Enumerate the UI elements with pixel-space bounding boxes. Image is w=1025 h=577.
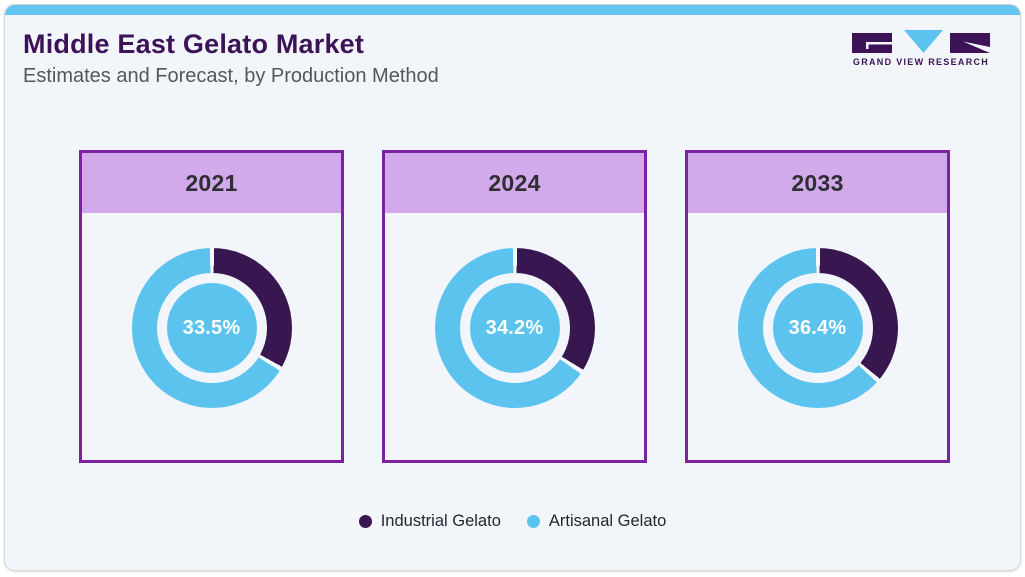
- brand-name: GRAND VIEW RESEARCH: [852, 57, 990, 67]
- gvr-logo-icon: [852, 30, 990, 53]
- chart-legend: Industrial Gelato Artisanal Gelato: [5, 508, 1020, 534]
- card-year-label: 2024: [385, 153, 644, 213]
- legend-label: Artisanal Gelato: [548, 511, 667, 530]
- industrial-dot-icon: [358, 514, 372, 528]
- brand-logo: GRAND VIEW RESEARCH: [852, 29, 990, 67]
- legend-item-artisanal: Artisanal Gelato: [526, 511, 667, 531]
- card-year-label: 2033: [688, 153, 947, 213]
- donut-percentage-label: 33.5%: [182, 316, 241, 339]
- donut-center-circle: 34.2%: [469, 283, 560, 373]
- infographic-card: Middle East Gelato Market Estimates and …: [4, 4, 1021, 571]
- artisanal-dot-icon: [526, 514, 540, 528]
- legend-item-industrial: Industrial Gelato: [358, 511, 501, 531]
- card-2033: 2033 36.4%: [685, 150, 950, 463]
- card-year-label: 2021: [82, 153, 341, 213]
- donut-percentage-label: 36.4%: [788, 316, 847, 339]
- donut-chart-2033: 36.4%: [737, 248, 898, 408]
- donut-center-circle: 36.4%: [772, 283, 863, 373]
- donut-center-circle: 33.5%: [166, 283, 257, 373]
- donut-percentage-label: 34.2%: [485, 316, 544, 339]
- header: Middle East Gelato Market Estimates and …: [23, 29, 439, 88]
- donut-chart-2021: 33.5%: [131, 248, 292, 408]
- year-cards-row: 2021 33.5% 2024 34.2% 2033 36: [79, 150, 950, 463]
- card-2024: 2024 34.2%: [382, 150, 647, 463]
- card-2021: 2021 33.5%: [79, 150, 344, 463]
- page-subtitle: Estimates and Forecast, by Production Me…: [23, 65, 439, 88]
- legend-label: Industrial Gelato: [380, 511, 501, 530]
- donut-chart-2024: 34.2%: [434, 248, 595, 408]
- top-accent-bar: [5, 5, 1020, 15]
- page-title: Middle East Gelato Market: [23, 29, 365, 59]
